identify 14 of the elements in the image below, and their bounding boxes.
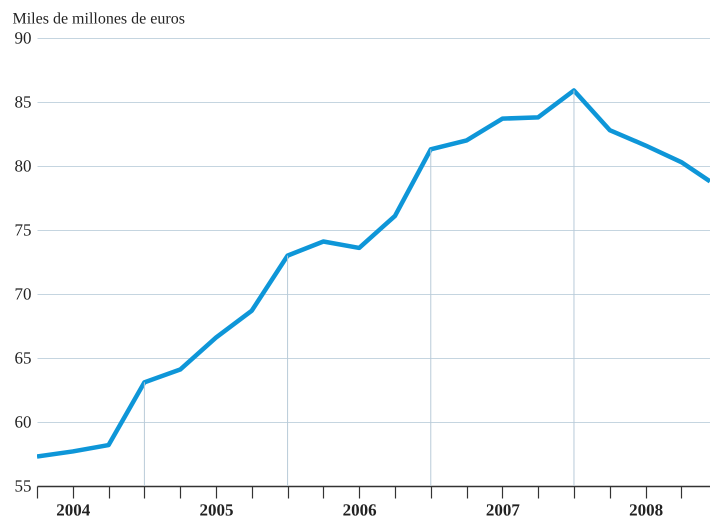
y-axis-title: Miles de millones de euros (12, 10, 185, 28)
y-tick-label: 65 (14, 348, 32, 368)
y-tick-label: 80 (14, 156, 32, 176)
x-tick-label: 2004 (56, 500, 91, 520)
y-tick-label: 75 (14, 220, 32, 240)
x-tick-label: 2008 (629, 500, 664, 520)
x-tick-label: 2006 (342, 500, 377, 520)
y-tick-label: 55 (14, 476, 32, 496)
x-tick-label: 2005 (199, 500, 234, 520)
y-tick-label: 90 (14, 28, 32, 48)
y-tick-label: 60 (14, 412, 32, 432)
y-tick-label: 85 (14, 92, 32, 112)
y-tick-label: 70 (14, 284, 32, 304)
x-tick-label: 2007 (486, 500, 520, 520)
